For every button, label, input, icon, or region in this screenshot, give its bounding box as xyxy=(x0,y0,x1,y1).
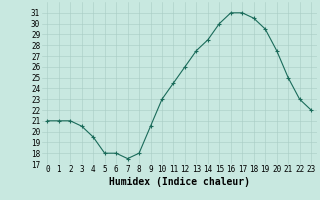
X-axis label: Humidex (Indice chaleur): Humidex (Indice chaleur) xyxy=(109,177,250,187)
